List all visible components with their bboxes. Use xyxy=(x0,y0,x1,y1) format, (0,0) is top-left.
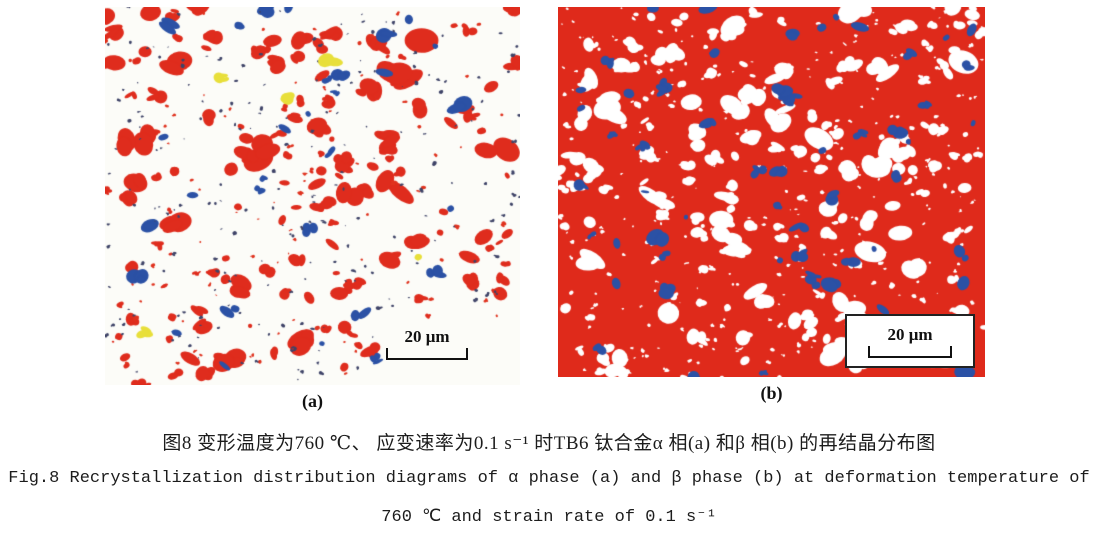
micrograph-alpha-canvas xyxy=(105,7,520,385)
micrograph-beta-phase: 20 μm xyxy=(558,7,985,377)
caption-chinese: 图8 变形温度为760 ℃、 应变速率为0.1 s⁻¹ 时TB6 钛合金α 相(… xyxy=(162,433,936,454)
scale-bar-bracket-a xyxy=(386,348,468,360)
panel-label-a: (a) xyxy=(302,391,323,411)
caption-english-line1: Fig.8 Recrystallization distribution dia… xyxy=(8,469,1090,488)
scale-bar-bracket-b xyxy=(868,345,952,358)
panel-beta-phase: 20 μm (b) xyxy=(558,7,985,403)
scale-bar-label-a: 20 μm xyxy=(404,327,450,346)
micrograph-alpha-phase: 20 μm xyxy=(105,7,520,385)
caption-english-line2: 760 ℃ and strain rate of 0.1 s⁻¹ xyxy=(381,508,717,527)
panel-alpha-phase: 20 μm (a) xyxy=(105,7,520,411)
panel-label-b: (b) xyxy=(760,383,783,403)
scale-bar-b: 20 μm xyxy=(845,314,975,368)
scale-bar-label-b: 20 μm xyxy=(887,324,933,344)
scale-bar-a: 20 μm xyxy=(386,327,468,360)
